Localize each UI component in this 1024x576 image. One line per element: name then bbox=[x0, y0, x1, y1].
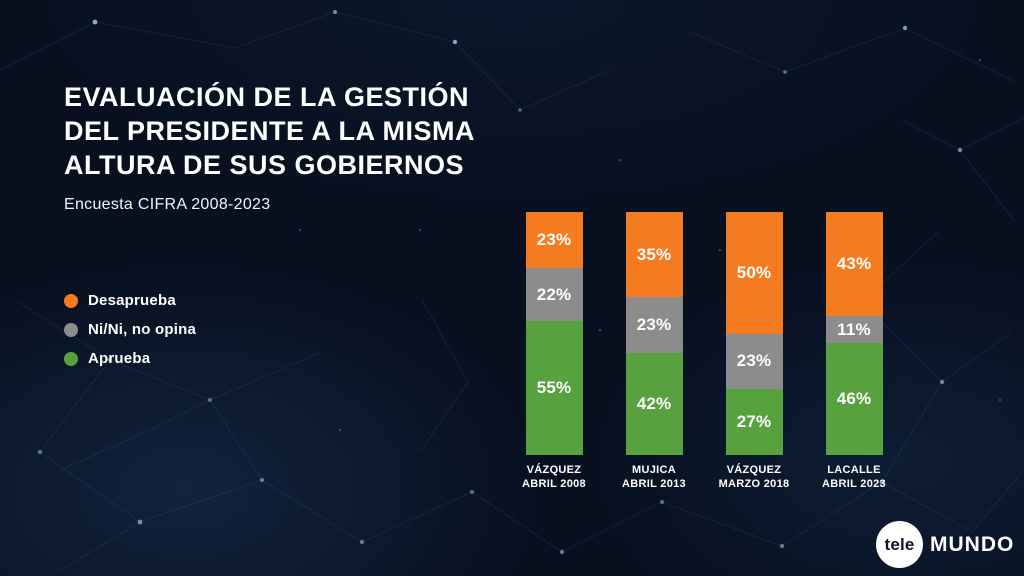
bar-column: 35% 23% 42% MUJICA ABRIL 2013 bbox=[608, 212, 700, 491]
legend-dot bbox=[64, 322, 78, 337]
survey-subtitle: Encuesta CIFRA 2008-2023 bbox=[64, 196, 271, 213]
stacked-bar: 35% 23% 42% bbox=[625, 212, 683, 455]
bar-category-label: MUJICA ABRIL 2013 bbox=[622, 463, 686, 491]
legend: Desaprueba Ni/Ni, no opina Aprueba bbox=[64, 291, 196, 378]
bar-segment: 50% bbox=[725, 212, 783, 334]
page-title-line-1: EVALUACIÓN DE LA GESTIÓN bbox=[64, 82, 470, 112]
legend-item: Aprueba bbox=[64, 349, 196, 368]
legend-label: Aprueba bbox=[88, 350, 151, 367]
bar-column: 50% 23% 27% VÁZQUEZ MARZO 2018 bbox=[708, 212, 800, 491]
bar-value-label: 27% bbox=[736, 412, 772, 432]
bar-value-label: 23% bbox=[736, 351, 772, 371]
category-period: MARZO 2018 bbox=[718, 478, 790, 490]
bar-segment: 22% bbox=[525, 267, 583, 322]
bar-category-label: LACALLE ABRIL 2023 bbox=[822, 463, 886, 491]
bar-segment: 55% bbox=[525, 321, 583, 455]
bar-value-label: 50% bbox=[736, 262, 772, 282]
bar-value-label: 46% bbox=[836, 389, 872, 409]
bar-segment: 23% bbox=[525, 212, 583, 268]
telemundo-logo-circle: tele bbox=[876, 521, 923, 568]
category-name: LACALLE bbox=[827, 464, 881, 476]
page-title-line-3: ALTURA DE SUS GOBIERNOS bbox=[64, 150, 465, 180]
category-period: ABRIL 2013 bbox=[622, 478, 686, 490]
stacked-bar: 23% 22% 55% bbox=[525, 212, 583, 455]
legend-item: Desaprueba bbox=[64, 291, 196, 310]
legend-label: Desaprueba bbox=[88, 292, 176, 309]
stacked-bar: 43% 11% 46% bbox=[825, 212, 883, 455]
legend-dot bbox=[64, 293, 78, 308]
bar-segment: 35% bbox=[625, 212, 683, 298]
category-name: MUJICA bbox=[632, 464, 676, 476]
bar-value-label: 35% bbox=[636, 244, 672, 264]
legend-label: Ni/Ni, no opina bbox=[88, 321, 196, 338]
bar-segment: 11% bbox=[825, 316, 883, 344]
bar-segment: 46% bbox=[825, 343, 883, 455]
bar-segment: 42% bbox=[625, 352, 683, 455]
bar-value-label: 23% bbox=[536, 229, 572, 249]
telemundo-logo-circle-text: tele bbox=[884, 534, 915, 554]
stacked-bar: 50% 23% 27% bbox=[725, 212, 783, 455]
bar-column: 43% 11% 46% LACALLE ABRIL 2023 bbox=[808, 212, 900, 491]
bar-category-label: VÁZQUEZ MARZO 2018 bbox=[719, 463, 790, 491]
bar-segment: 27% bbox=[725, 389, 783, 455]
bar-value-label: 22% bbox=[536, 284, 572, 304]
category-period: ABRIL 2023 bbox=[822, 478, 886, 490]
legend-item: Ni/Ni, no opina bbox=[64, 320, 196, 339]
category-name: VÁZQUEZ bbox=[726, 464, 782, 476]
bar-column: 23% 22% 55% VÁZQUEZ ABRIL 2008 bbox=[508, 212, 600, 491]
category-period: ABRIL 2008 bbox=[522, 478, 586, 490]
category-name: VÁZQUEZ bbox=[526, 464, 582, 476]
bar-chart: 23% 22% 55% VÁZQUEZ ABRIL 2008 35% 23% 42% MUJIC… bbox=[508, 212, 900, 491]
page-title: EVALUACIÓN DE LA GESTIÓN DEL PRESIDENTE … bbox=[64, 80, 475, 182]
bar-value-label: 23% bbox=[636, 314, 672, 334]
bar-value-label: 55% bbox=[536, 378, 572, 398]
bar-value-label: 43% bbox=[836, 254, 872, 274]
bar-segment: 23% bbox=[625, 297, 683, 353]
bar-value-label: 11% bbox=[837, 319, 871, 339]
telemundo-logo: tele MUNDO bbox=[876, 521, 1014, 568]
bar-segment: 23% bbox=[725, 333, 783, 390]
legend-dot bbox=[64, 351, 78, 366]
page-title-line-2: DEL PRESIDENTE A LA MISMA bbox=[64, 116, 476, 146]
bar-value-label: 42% bbox=[636, 393, 672, 413]
bar-category-label: VÁZQUEZ ABRIL 2008 bbox=[522, 463, 586, 491]
telemundo-wordmark: MUNDO bbox=[930, 532, 1015, 556]
bar-segment: 43% bbox=[825, 212, 883, 317]
